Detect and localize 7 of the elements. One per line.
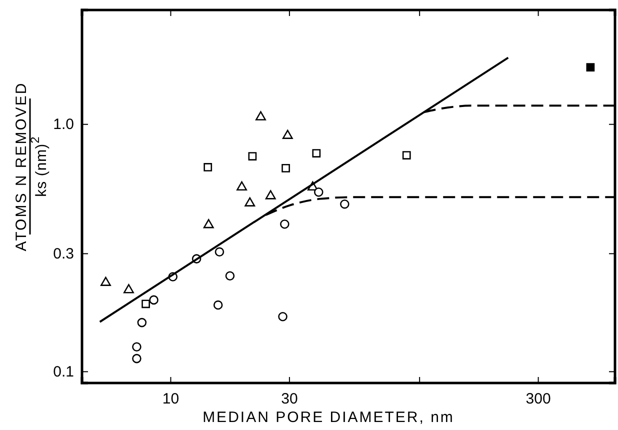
y-tick-label: 0.3 (53, 245, 74, 262)
y-tick-label: 1.0 (53, 116, 74, 134)
x-tick-label: 10 (162, 390, 180, 408)
y-tick-label: 0.1 (53, 363, 74, 380)
x-axis-title: MEDIAN PORE DIAMETER, nm (202, 409, 454, 426)
x-tick-label: 30 (281, 390, 298, 408)
x-tick-label: 300 (526, 390, 551, 408)
